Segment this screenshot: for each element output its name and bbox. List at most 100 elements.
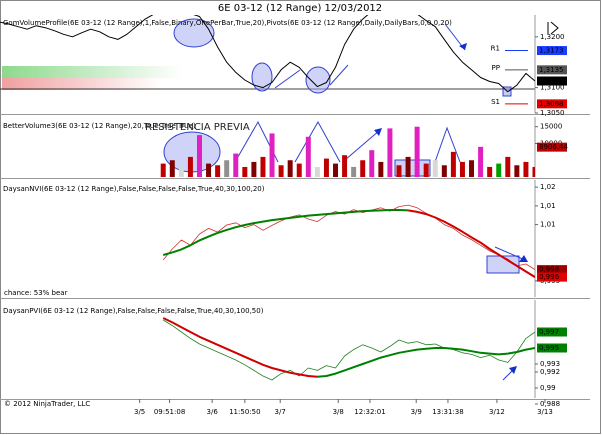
bar bbox=[414, 126, 420, 177]
value-box-label: 0,996 bbox=[539, 273, 560, 281]
bar bbox=[487, 166, 493, 177]
value-box-label: 1,3173 bbox=[539, 47, 564, 55]
bar bbox=[269, 133, 275, 177]
bar bbox=[351, 166, 357, 177]
bar bbox=[323, 158, 329, 177]
x-tick-label: 3/7 bbox=[275, 408, 286, 416]
y-tick-label: 1,01 bbox=[540, 202, 556, 210]
y-tick-label: 0,992 bbox=[540, 368, 560, 376]
x-tick-label: 3/6 bbox=[207, 408, 219, 416]
bar bbox=[405, 156, 411, 177]
trend-line bbox=[434, 126, 461, 163]
x-tick-label: 3/8 bbox=[333, 408, 344, 416]
value-box bbox=[537, 76, 567, 86]
bar bbox=[387, 128, 393, 177]
series-line bbox=[162, 209, 409, 256]
bar bbox=[505, 156, 511, 177]
value-box-label: 8906,44 bbox=[539, 143, 568, 151]
volume-profile bbox=[2, 66, 182, 78]
plot bbox=[162, 204, 535, 278]
bar bbox=[206, 163, 212, 177]
ellipse bbox=[251, 62, 273, 92]
plot bbox=[162, 317, 535, 381]
footer: © 2012 NinjaTrader, LLC bbox=[4, 400, 90, 408]
bar bbox=[260, 156, 266, 177]
x-tick-label: 09:51:08 bbox=[154, 408, 185, 416]
bar bbox=[496, 163, 502, 177]
bar bbox=[278, 165, 284, 177]
bar bbox=[369, 150, 375, 177]
bar bbox=[305, 136, 311, 177]
arrowhead bbox=[374, 128, 382, 136]
bar bbox=[459, 161, 465, 177]
value-box bbox=[537, 272, 567, 282]
arrowhead bbox=[519, 255, 528, 262]
panel-label: BetterVolume3(6E 03-12 (12 Range),20,Tru… bbox=[3, 122, 196, 130]
bar bbox=[532, 166, 535, 177]
value-box-label: 1,3068 bbox=[539, 100, 564, 108]
bar bbox=[224, 160, 230, 177]
trend-line bbox=[294, 120, 341, 163]
bar bbox=[215, 165, 221, 177]
panel-label: DaysanNVI(6E 03-12 (12 Range),False,Fals… bbox=[3, 185, 265, 193]
bar bbox=[251, 161, 257, 177]
chart-title: 6E 03-12 (12 Range) 12/03/2012 bbox=[218, 3, 382, 14]
bar bbox=[287, 160, 293, 177]
bar bbox=[441, 165, 447, 177]
bar bbox=[196, 135, 202, 177]
bar bbox=[296, 163, 302, 177]
bar bbox=[360, 160, 366, 177]
pivot-name: S1 bbox=[491, 98, 500, 106]
value-box-label: 0,995 bbox=[539, 344, 559, 352]
x-tick-label: 3/9 bbox=[411, 408, 422, 416]
x-tick-label: 3/13 bbox=[537, 408, 553, 416]
x-tick-label: 12:32:01 bbox=[354, 408, 385, 416]
ellipse bbox=[173, 18, 215, 48]
arrowhead bbox=[509, 366, 517, 374]
arrow bbox=[344, 129, 381, 161]
bar bbox=[187, 156, 193, 177]
value-box bbox=[537, 343, 567, 353]
series-line bbox=[407, 209, 535, 278]
arrowhead bbox=[459, 43, 467, 50]
value-box bbox=[537, 265, 567, 275]
ellipse bbox=[305, 66, 331, 94]
bar bbox=[450, 151, 456, 177]
y-tick-label: 0,99 bbox=[540, 384, 556, 392]
panel-label: DaysanPVI(6E 03-12 (12 Range),False,Fals… bbox=[3, 307, 264, 315]
value-box-label: 0,997 bbox=[539, 328, 559, 336]
bar bbox=[523, 161, 529, 177]
value-box-label: 1,3135 bbox=[539, 66, 564, 74]
y-tick-label: 0,993 bbox=[540, 360, 560, 368]
bar bbox=[378, 161, 384, 177]
pivot-name: PP bbox=[492, 64, 500, 72]
plot bbox=[160, 126, 535, 177]
y-tick-label: 15000 bbox=[540, 123, 562, 131]
value-box-label: 0,998 bbox=[539, 266, 559, 274]
chart-trader-icon[interactable] bbox=[547, 21, 559, 35]
bar bbox=[160, 163, 166, 177]
annotation: chance: 53% bear bbox=[4, 289, 68, 297]
volume-profile bbox=[2, 78, 162, 90]
bar bbox=[514, 165, 520, 177]
bar bbox=[333, 163, 339, 177]
plot bbox=[0, 15, 535, 93]
series-line bbox=[162, 319, 535, 381]
bar bbox=[242, 166, 248, 177]
bar bbox=[169, 160, 175, 177]
value-box-label: 1,3113 bbox=[539, 77, 564, 85]
box bbox=[394, 159, 431, 177]
series-line bbox=[162, 317, 318, 378]
annotation: RESISTENCIA PREVIA bbox=[145, 122, 250, 133]
bar bbox=[432, 160, 438, 177]
y-tick-label: 1,3200 bbox=[540, 33, 565, 41]
box bbox=[486, 255, 520, 274]
bar bbox=[233, 153, 239, 177]
y-tick-label: 0,988 bbox=[540, 400, 560, 408]
bar bbox=[396, 165, 402, 177]
x-tick-label: 3/5 bbox=[134, 408, 145, 416]
panel-label: GomVolumeProfile(6E 03-12 (12 Range),1,F… bbox=[3, 19, 452, 27]
y-tick-label: 1,02 bbox=[540, 183, 556, 191]
y-tick-label: 1,3050 bbox=[540, 109, 565, 117]
